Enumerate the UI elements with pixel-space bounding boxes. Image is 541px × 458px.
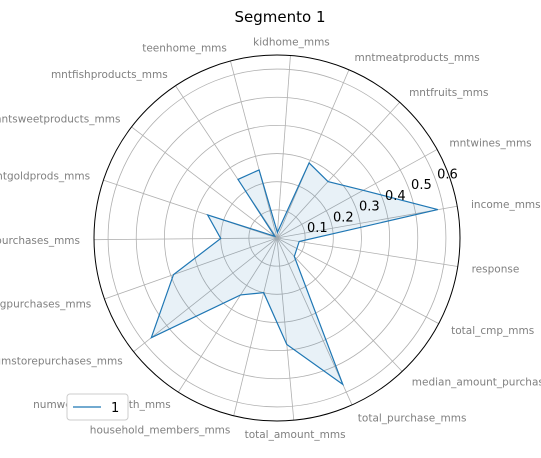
- spoke-numcatalogpurchases_mms: [104, 237, 278, 300]
- axis-label-median_amount_purchase_mms: median_amount_purchase_mms: [412, 377, 541, 389]
- axis-label-mntsweetproducts_mms: mntsweetproducts_mms: [0, 113, 120, 125]
- axis-label-mntgoldprods_mms: mntgoldprods_mms: [0, 171, 90, 183]
- axis-label-teenhome_mms: teenhome_mms: [142, 42, 227, 54]
- spoke-kidhome_mms: [276, 55, 291, 239]
- chart-title: Segmento 1: [235, 8, 326, 26]
- spoke-median_amount_purchase_mms: [276, 237, 403, 372]
- r-tick-label-4: 0.4: [385, 189, 406, 204]
- r-tick-label-1: 0.1: [307, 221, 328, 236]
- axis-label-numwebpurchases_mms: numwebpurchases_mms: [0, 235, 80, 247]
- axis-label-total_amount_mms: total_amount_mms: [245, 429, 346, 441]
- r-tick-label-6: 0.6: [437, 167, 458, 182]
- outer-frame: [93, 54, 461, 422]
- axis-labels: income_mms mntwines_mms mntfruits_mms mntme…: [0, 37, 541, 442]
- spoke-numstorepurchases_mms: [133, 237, 278, 353]
- axis-label-mntmeatproducts_mms: mntmeatproducts_mms: [354, 52, 479, 64]
- grid-ring-6: [107, 68, 447, 408]
- grid-ring-5: [135, 96, 419, 380]
- grid-layer: [93, 54, 461, 422]
- radial-tick-labels: 0.1 0.2 0.3 0.4 0.5 0.6: [307, 167, 458, 236]
- grid-ring-4: [163, 124, 391, 352]
- spoke-total_cmp_mms: [276, 237, 439, 324]
- spoke-numwebvisitsmonth_mms: [177, 237, 278, 393]
- axis-label-total_cmp_mms: total_cmp_mms: [451, 325, 534, 337]
- r-tick-label-5: 0.5: [411, 178, 432, 193]
- axis-label-response: response: [472, 264, 520, 276]
- axis-label-household_members_mms: household_members_mms: [90, 424, 231, 436]
- series-layer: [150, 161, 438, 387]
- axis-label-mntwines_mms: mntwines_mms: [449, 138, 531, 150]
- series-line-1: [150, 161, 438, 387]
- legend-label-series-1: 1: [111, 401, 119, 416]
- axis-label-numcatalogpurchases_mms: numcatalogpurchases_mms: [0, 299, 91, 311]
- r-tick-label-3: 0.3: [359, 200, 380, 215]
- spoke-mntfruits_mms: [276, 101, 400, 239]
- spoke-mntmeatproducts_mms: [276, 69, 350, 239]
- spoke-teenhome_mms: [230, 60, 278, 239]
- axis-label-numstorepurchases_mms: numstorepurchases_mms: [0, 355, 123, 367]
- axis-label-total_purchase_mms: total_purchase_mms: [358, 413, 467, 425]
- series-fill-1: [151, 162, 438, 385]
- spoke-household_members_mms: [233, 237, 278, 416]
- spoke-response: [276, 237, 458, 267]
- axis-label-mntfishproducts_mms: mntfishproducts_mms: [51, 69, 168, 81]
- axis-label-kidhome_mms: kidhome_mms: [253, 37, 330, 49]
- spoke-numwebpurchases_mms: [94, 237, 278, 241]
- spoke-total_amount_mms: [276, 237, 295, 421]
- r-tick-label-2: 0.2: [333, 210, 354, 225]
- spoke-mntsweetproducts_mms: [131, 126, 278, 239]
- spoke-mntwines_mms: [276, 149, 438, 239]
- legend: 1: [66, 393, 129, 421]
- axis-label-mntfruits_mms: mntfruits_mms: [409, 87, 488, 99]
- axis-label-income_mms: income_mms: [471, 199, 541, 211]
